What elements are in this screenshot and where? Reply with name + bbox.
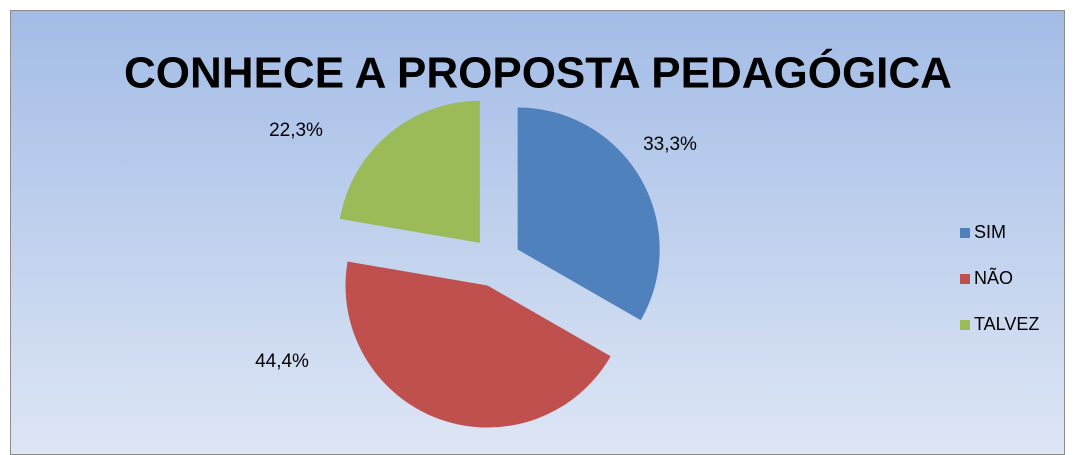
pie-slice (345, 261, 611, 428)
legend-swatch (960, 320, 970, 330)
legend-swatch (960, 228, 970, 238)
pie-slice (517, 107, 660, 321)
data-label: 22,3% (269, 120, 323, 141)
legend-label: SIM (974, 222, 1006, 242)
pie-slice (339, 100, 480, 243)
chart-title: CONHECE A PROPOSTA PEDAGÓGICA (124, 48, 952, 98)
legend-label: NÃO (974, 267, 1013, 288)
legend-swatch (960, 274, 970, 284)
data-label: 44,4% (255, 351, 309, 372)
legend-label: TALVEZ (974, 314, 1039, 334)
data-label: 33,3% (643, 134, 697, 155)
